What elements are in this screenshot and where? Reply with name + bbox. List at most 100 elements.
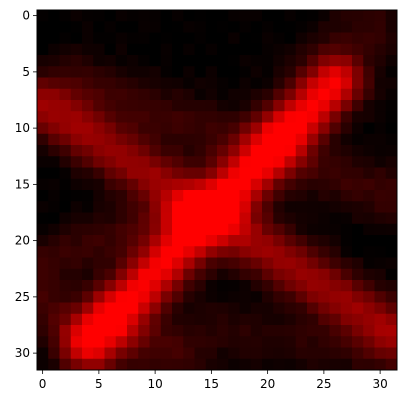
heatmap-cell: [82, 280, 94, 292]
heatmap-cell: [329, 156, 342, 168]
heatmap-cell: [363, 66, 375, 78]
heatmap-cell: [82, 201, 94, 213]
heatmap-cell: [59, 190, 72, 202]
heatmap-cell: [295, 336, 308, 348]
heatmap-cell: [127, 212, 139, 225]
heatmap-cell: [82, 66, 94, 78]
heatmap-cell: [172, 21, 184, 33]
heatmap-cell: [205, 145, 218, 157]
heatmap-cell: [160, 223, 173, 236]
heatmap-cell: [59, 167, 72, 180]
heatmap-cell: [228, 43, 240, 56]
heatmap-cell: [172, 77, 184, 90]
heatmap-cell: [205, 291, 218, 303]
heatmap-cell: [284, 167, 297, 180]
heatmap-cell: [115, 358, 128, 371]
heatmap-cell: [352, 100, 364, 112]
heatmap-cell: [115, 291, 128, 303]
heatmap-cell: [284, 66, 297, 78]
heatmap-cell: [48, 223, 60, 236]
heatmap-cell: [217, 257, 229, 270]
heatmap-cell: [93, 280, 105, 292]
heatmap-cell: [307, 212, 319, 225]
heatmap-cell: [273, 145, 285, 157]
heatmap-cell: [127, 21, 139, 33]
heatmap-cell: [160, 122, 173, 135]
heatmap-cell: [250, 246, 263, 258]
heatmap-cell: [307, 167, 319, 180]
heatmap-cell: [374, 291, 387, 303]
heatmap-cell: [363, 235, 375, 247]
heatmap-cell: [172, 336, 184, 348]
heatmap-cell: [82, 246, 94, 258]
heatmap-cell: [318, 133, 330, 146]
heatmap-cell: [48, 10, 60, 22]
heatmap-cell: [284, 302, 297, 315]
heatmap-cell: [205, 212, 218, 225]
heatmap-cell: [374, 32, 387, 45]
heatmap-cell: [59, 257, 72, 270]
heatmap-cell: [250, 88, 263, 101]
heatmap-cell: [329, 88, 342, 101]
heatmap-cell: [273, 100, 285, 112]
heatmap-cell: [262, 201, 274, 213]
heatmap-cell: [307, 302, 319, 315]
heatmap-cell: [172, 55, 184, 67]
heatmap-cell: [104, 178, 117, 191]
heatmap-cell: [363, 100, 375, 112]
y-tick-label: 30: [15, 346, 30, 360]
heatmap-cell: [228, 280, 240, 292]
heatmap-cell: [138, 133, 150, 146]
heatmap-cell: [70, 336, 83, 348]
heatmap-cell: [70, 111, 83, 123]
heatmap-cell: [307, 336, 319, 348]
heatmap-cell: [70, 358, 83, 371]
heatmap-cell: [160, 133, 173, 146]
heatmap-cell: [307, 201, 319, 213]
heatmap-cell: [239, 347, 252, 360]
heatmap-cell: [59, 223, 72, 236]
heatmap-cell: [70, 280, 83, 292]
heatmap-cell: [295, 66, 308, 78]
heatmap-cell: [93, 55, 105, 67]
heatmap-cell: [318, 257, 330, 270]
heatmap-cell: [194, 336, 207, 348]
heatmap-cell: [363, 268, 375, 281]
heatmap-cell: [115, 178, 128, 191]
x-tick-label: 30: [372, 377, 387, 391]
heatmap-cell: [273, 313, 285, 326]
heatmap-cell: [104, 257, 117, 270]
heatmap-cell: [104, 246, 117, 258]
heatmap-cell: [127, 77, 139, 90]
heatmap-cell: [250, 178, 263, 191]
heatmap-cell: [273, 257, 285, 270]
heatmap-cell: [262, 336, 274, 348]
heatmap-cell: [239, 21, 252, 33]
heatmap-cell: [295, 21, 308, 33]
heatmap-cell: [70, 190, 83, 202]
heatmap-cell: [115, 145, 128, 157]
heatmap-cell: [183, 246, 195, 258]
heatmap-cell: [205, 223, 218, 236]
heatmap-cell: [340, 190, 353, 202]
heatmap-cell: [352, 133, 364, 146]
heatmap-cell: [374, 212, 387, 225]
heatmap-cell: [138, 10, 150, 22]
heatmap-cell: [205, 268, 218, 281]
heatmap-cell: [307, 347, 319, 360]
heatmap-cell: [194, 201, 207, 213]
heatmap-cell: [37, 100, 49, 112]
heatmap-cell: [318, 167, 330, 180]
heatmap-cell: [385, 257, 398, 270]
heatmap-cell: [374, 88, 387, 101]
heatmap-cell: [70, 302, 83, 315]
heatmap-cell: [70, 55, 83, 67]
heatmap-cell: [329, 145, 342, 157]
heatmap-cell: [82, 10, 94, 22]
heatmap-cell: [127, 66, 139, 78]
heatmap-cell: [138, 302, 150, 315]
heatmap-cell: [149, 145, 162, 157]
heatmap-cell: [149, 10, 162, 22]
heatmap-cell: [239, 156, 252, 168]
heatmap-cell: [385, 201, 398, 213]
